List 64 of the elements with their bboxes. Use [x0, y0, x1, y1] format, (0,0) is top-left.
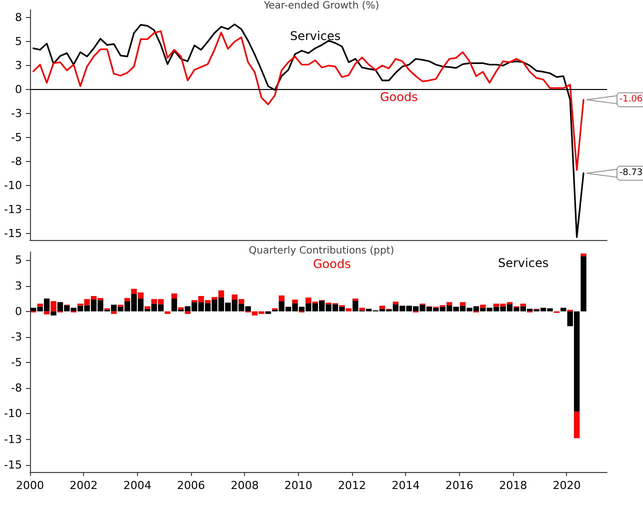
x-tick-label: 2008	[230, 479, 259, 492]
bar	[292, 300, 298, 304]
bar	[171, 293, 178, 299]
series-label: Goods	[380, 90, 418, 104]
bar	[520, 304, 526, 306]
y-tick-label: -8	[11, 154, 22, 168]
bar	[580, 256, 586, 312]
bar	[460, 302, 466, 306]
y-tick-label: -10	[4, 407, 22, 420]
text: Goods	[313, 257, 351, 271]
y-tick-label: -5	[11, 356, 22, 370]
chart-title: Year-ended Growth (%)	[262, 0, 380, 12]
annotation: -8.73	[619, 168, 643, 178]
bar	[37, 304, 43, 307]
y-tick-label: 5	[15, 35, 22, 48]
y-tick-label: -8	[11, 382, 22, 395]
bar	[265, 311, 272, 314]
y-tick-label: -13	[4, 432, 22, 446]
y-tick-label: -13	[4, 202, 22, 216]
y-tick-label: -3	[11, 330, 22, 344]
bar	[392, 302, 399, 304]
bar	[124, 298, 130, 302]
bar	[144, 306, 150, 309]
y-tick-label: 5	[15, 254, 22, 267]
y-tick-label: 3	[15, 279, 22, 292]
bar	[480, 304, 486, 308]
bar	[50, 301, 56, 312]
y-tick-label: 8	[15, 11, 22, 24]
series-label: Services	[290, 29, 341, 43]
text: Services	[498, 256, 549, 270]
y-tick-label: 0	[15, 304, 22, 318]
bar	[164, 311, 170, 314]
bar	[184, 311, 191, 314]
y-tick-label: -15	[4, 458, 22, 472]
bar	[379, 306, 386, 309]
y-tick-label: 3	[15, 59, 22, 72]
bar	[111, 311, 117, 314]
bar	[359, 308, 365, 310]
x-tick-label: 2016	[445, 479, 474, 492]
y-tick-label: -3	[11, 107, 22, 120]
x-tick-label: 2010	[284, 479, 312, 492]
line-series	[32, 30, 584, 171]
x-tick-label: 2006	[177, 479, 206, 492]
bar	[44, 311, 50, 314]
bar	[580, 254, 586, 256]
x-tick-label: 2018	[499, 479, 528, 492]
bar	[278, 295, 284, 302]
x-tick-label: 2012	[338, 479, 366, 492]
bar	[574, 412, 580, 438]
bar	[560, 308, 566, 312]
bar	[50, 311, 56, 316]
x-tick-label: 2020	[552, 479, 581, 492]
y-tick-label: -10	[4, 178, 22, 192]
x-tick-label: 2000	[16, 479, 44, 492]
bar	[346, 308, 352, 312]
x-tick-label: 2002	[70, 479, 98, 492]
annotation: -1.06	[619, 94, 643, 105]
chart-title: Quarterly Contributions (ppt)	[248, 246, 394, 256]
y-tick-label: -15	[4, 226, 22, 240]
bar	[446, 302, 452, 306]
x-tick-label: 2014	[392, 479, 420, 492]
x-tick-label: 2004	[123, 479, 152, 492]
y-tick-label: -5	[11, 130, 22, 144]
y-tick-label: 0	[15, 83, 22, 96]
